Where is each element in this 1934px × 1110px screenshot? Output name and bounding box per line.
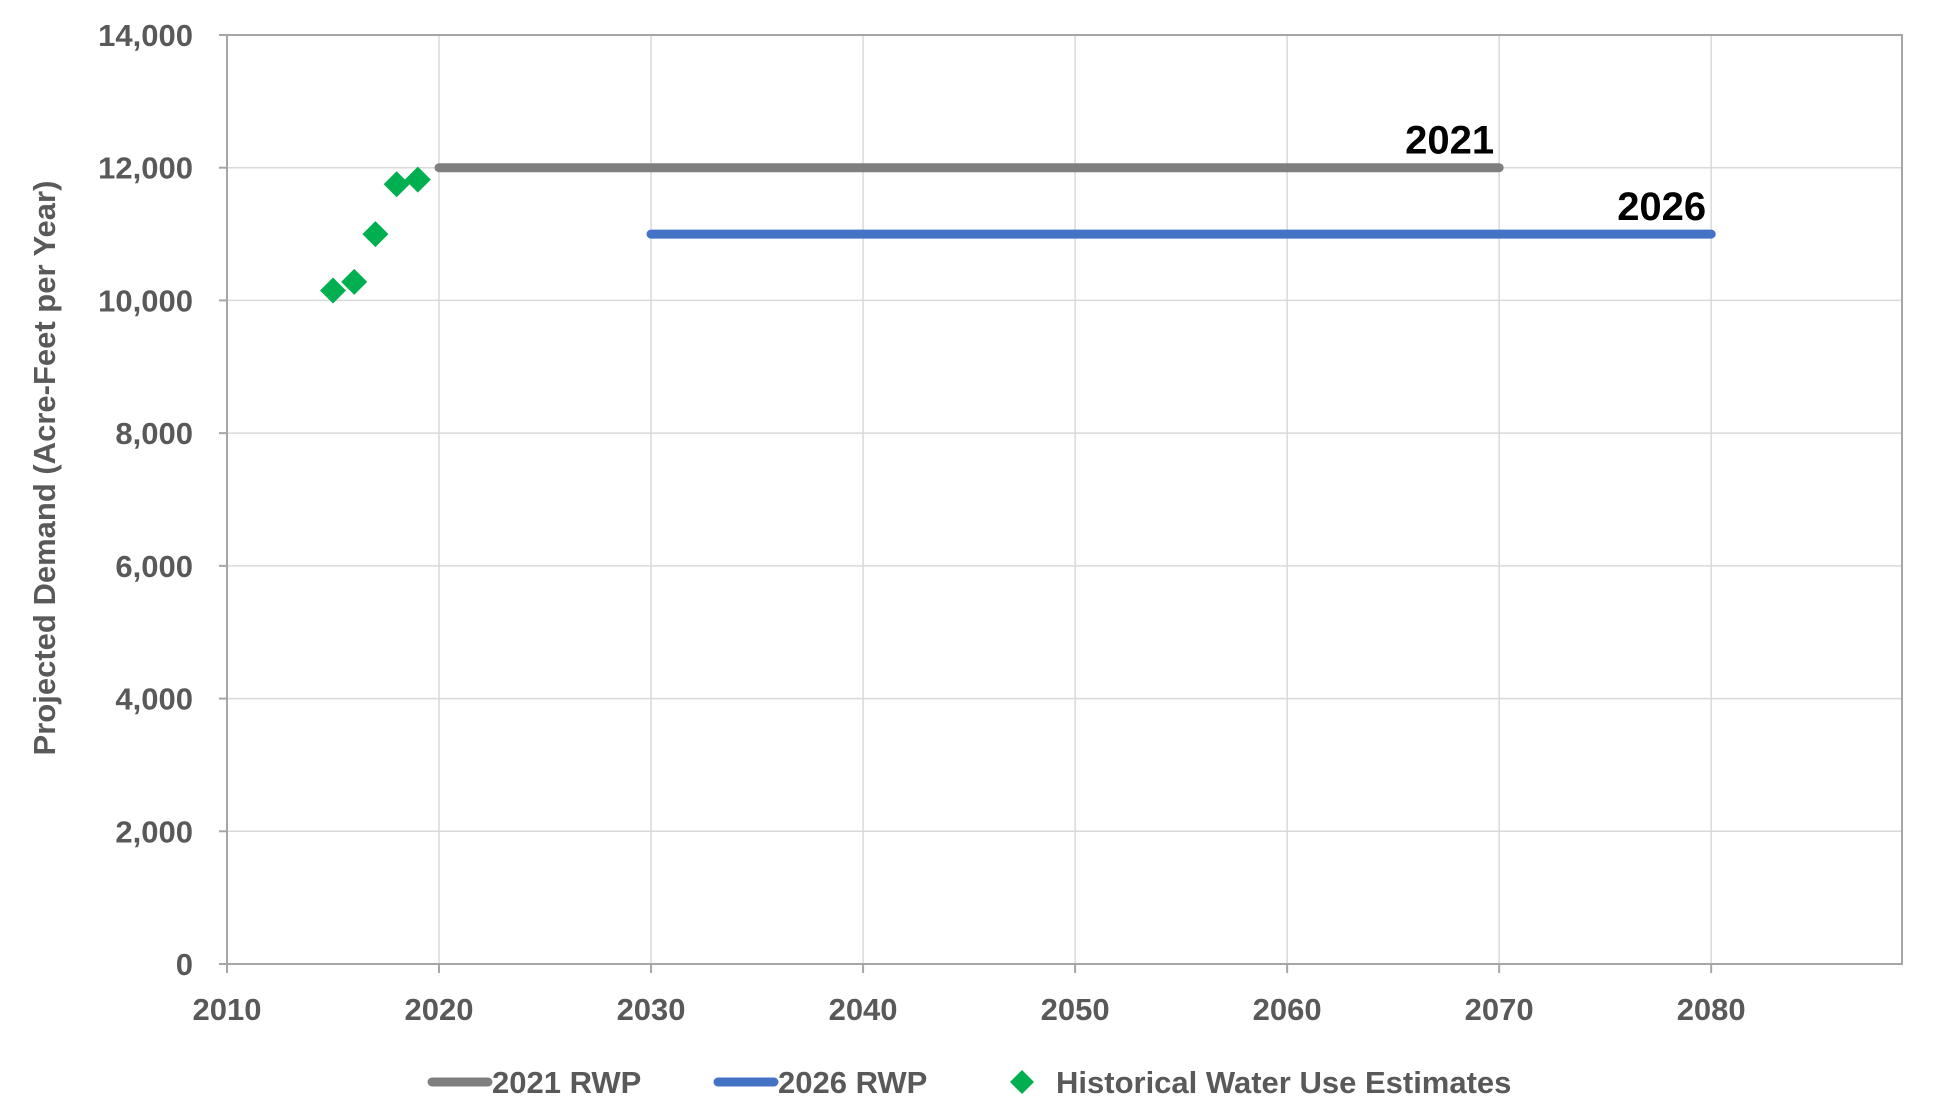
y-tick-label: 2,000	[115, 814, 193, 849]
x-tick-label: 2080	[1677, 992, 1746, 1027]
series-layer	[320, 163, 1716, 304]
y-tick-label: 4,000	[115, 682, 193, 717]
x-tick-label: 2040	[829, 992, 898, 1027]
y-axis: 0 2,000 4,000 6,000 8,000 10,000 12,000 14,000	[98, 18, 227, 982]
legend-label-2026-rwp: 2026 RWP	[778, 1065, 927, 1100]
y-tick-label: 14,000	[98, 18, 193, 53]
data-point-historical-water-use-estimates	[362, 221, 389, 248]
y-tick-label: 6,000	[115, 549, 193, 584]
y-axis-title: Projected Demand (Acre-Feet per Year)	[27, 181, 62, 756]
x-tick-label: 2020	[405, 992, 474, 1027]
plot-area-border	[226, 34, 1903, 965]
y-tick-label: 10,000	[98, 283, 193, 318]
data-point-historical-water-use-estimates	[383, 171, 410, 198]
y-tick-label: 8,000	[115, 416, 193, 451]
x-tick-label: 2030	[617, 992, 686, 1027]
series-annotation-2021-rwp: 2021	[1405, 119, 1494, 163]
data-point-historical-water-use-estimates	[320, 277, 347, 304]
y-tick-label: 0	[176, 947, 193, 982]
x-tick-label: 2070	[1465, 992, 1534, 1027]
legend-item-2021-rwp: 2021 RWP	[427, 1065, 641, 1100]
legend: 2021 RWP 2026 RWP Historical Water Use Est…	[427, 1065, 1511, 1100]
y-tick-label: 12,000	[98, 151, 193, 186]
x-tick-label: 2050	[1041, 992, 1110, 1027]
legend-label-historical-water-use-estimates: Historical Water Use Estimates	[1056, 1065, 1511, 1100]
x-tick-label: 2060	[1253, 992, 1322, 1027]
data-point-historical-water-use-estimates	[341, 268, 368, 295]
legend-label-2021-rwp: 2021 RWP	[492, 1065, 641, 1100]
data-point-historical-water-use-estimates	[404, 166, 431, 193]
x-axis: 2010 2020 2030 2040 2050 2060 2070 2080	[193, 964, 1746, 1027]
gridlines	[227, 34, 1902, 964]
annotation-layer: 2021 2026	[1405, 119, 1706, 229]
legend-item-historical-water-use-estimates: Historical Water Use Estimates	[1010, 1065, 1511, 1100]
legend-swatch-historical-water-use-estimates	[1010, 1070, 1034, 1094]
legend-item-2026-rwp: 2026 RWP	[713, 1065, 927, 1100]
x-tick-label: 2010	[193, 992, 262, 1027]
series-annotation-2026-rwp: 2026	[1617, 185, 1706, 229]
